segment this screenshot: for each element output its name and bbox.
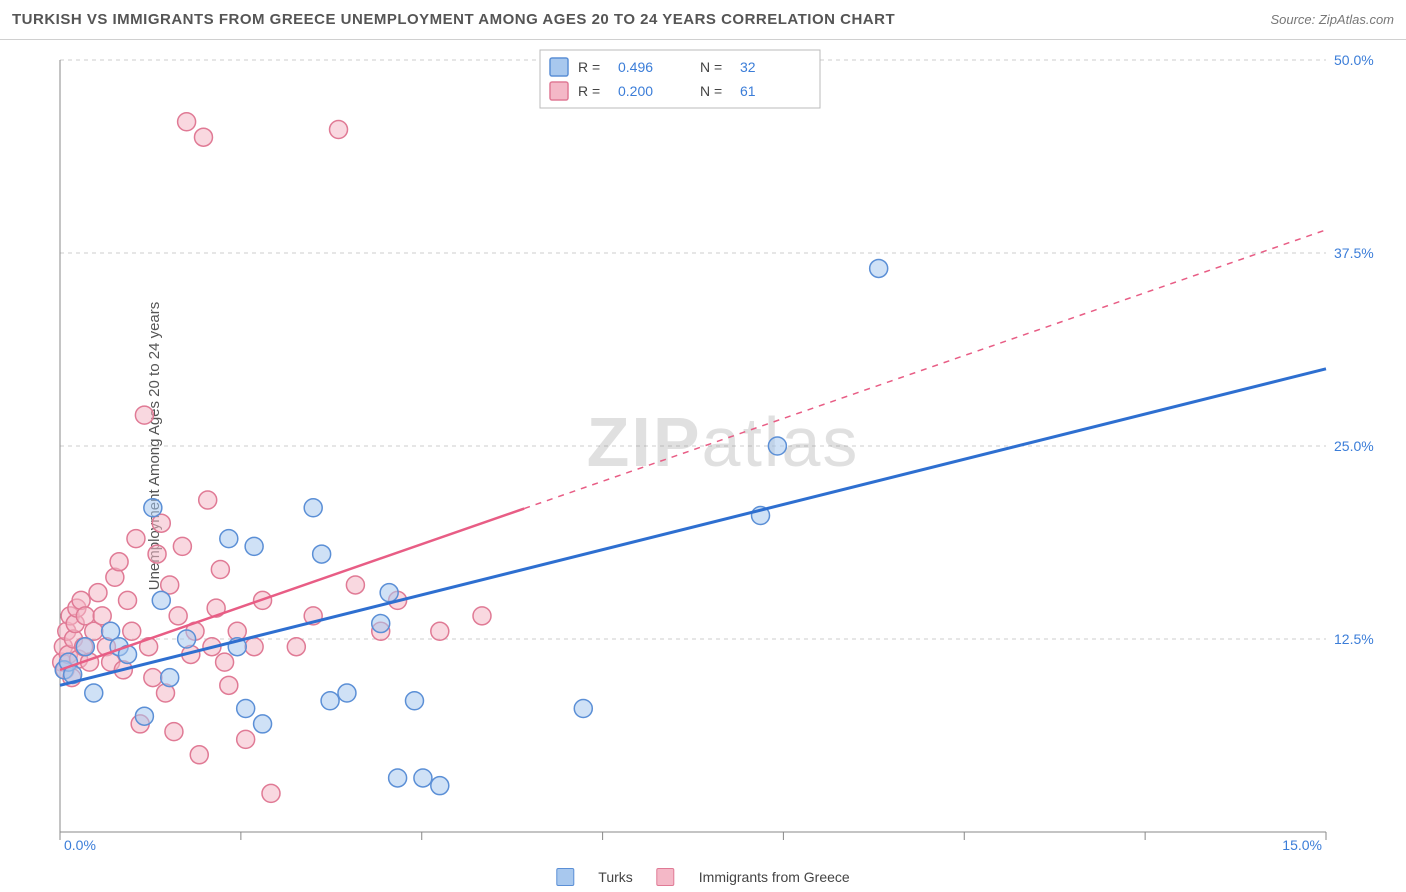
- svg-text:32: 32: [740, 59, 756, 75]
- chart-title: TURKISH VS IMMIGRANTS FROM GREECE UNEMPL…: [12, 11, 895, 28]
- svg-text:0.200: 0.200: [618, 83, 653, 99]
- legend-label-turks: Turks: [598, 869, 632, 885]
- legend-label-greece: Immigrants from Greece: [699, 869, 850, 885]
- svg-text:0.0%: 0.0%: [64, 837, 96, 852]
- svg-text:15.0%: 15.0%: [1282, 837, 1322, 852]
- legend-swatch-turks: [556, 868, 574, 886]
- svg-text:37.5%: 37.5%: [1334, 245, 1374, 261]
- svg-text:12.5%: 12.5%: [1334, 631, 1374, 647]
- svg-text:R =: R =: [578, 59, 600, 75]
- svg-text:N =: N =: [700, 59, 722, 75]
- chart-plot-area: ZIPatlas 0.0% 15.0% 12.5% 25.0% 37.5% 50.0% R =…: [50, 40, 1396, 852]
- chart-header: TURKISH VS IMMIGRANTS FROM GREECE UNEMPL…: [0, 0, 1406, 40]
- svg-text:61: 61: [740, 83, 756, 99]
- svg-text:N =: N =: [700, 83, 722, 99]
- svg-text:25.0%: 25.0%: [1334, 438, 1374, 454]
- legend-bottom: Turks Immigrants from Greece: [556, 868, 849, 886]
- svg-text:ZIPatlas: ZIPatlas: [587, 403, 860, 481]
- svg-text:R =: R =: [578, 83, 600, 99]
- svg-text:50.0%: 50.0%: [1334, 52, 1374, 68]
- chart-source: Source: ZipAtlas.com: [1270, 12, 1394, 27]
- chart-svg: ZIPatlas 0.0% 15.0% 12.5% 25.0% 37.5% 50.0% R =…: [50, 40, 1396, 852]
- svg-text:0.496: 0.496: [618, 59, 653, 75]
- legend-swatch-greece: [657, 868, 675, 886]
